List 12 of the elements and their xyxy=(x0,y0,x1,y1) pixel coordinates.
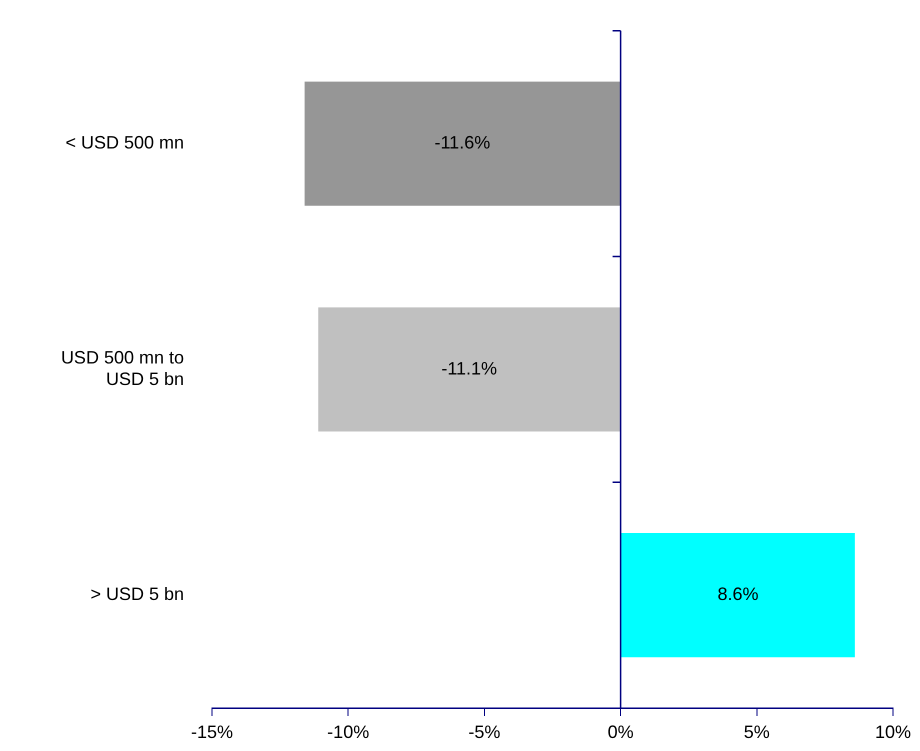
data-label: -11.6% xyxy=(434,132,490,153)
y-tick-label: < USD 500 mn xyxy=(65,132,184,153)
x-tick-label: -15% xyxy=(190,722,234,742)
y-tick-label: > USD 5 bn xyxy=(90,584,184,604)
data-label: 8.6% xyxy=(717,584,758,604)
x-tick-label: 0% xyxy=(608,722,634,742)
x-tick-label: 5% xyxy=(744,722,770,742)
x-tick-label: -10% xyxy=(327,722,370,742)
y-tick-label: USD 500 mn to USD 5 bn xyxy=(60,348,184,390)
x-tick-label: 10% xyxy=(874,722,912,742)
data-label: -11.1% xyxy=(441,358,498,378)
x-tick-label: -5% xyxy=(468,722,500,742)
